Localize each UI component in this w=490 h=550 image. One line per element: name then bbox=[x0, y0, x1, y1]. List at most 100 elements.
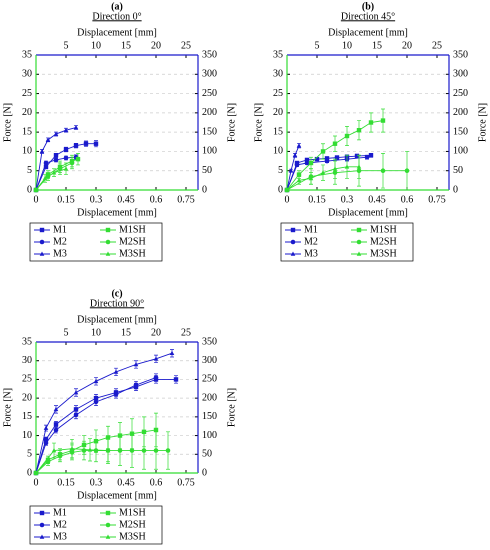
marker bbox=[296, 172, 302, 177]
y-tick-label: 10 bbox=[273, 146, 283, 157]
marker bbox=[288, 168, 294, 173]
marker bbox=[308, 175, 314, 181]
y-tick-label: 5 bbox=[27, 165, 32, 176]
marker bbox=[63, 155, 69, 161]
legend-label: M3SH bbox=[370, 248, 397, 259]
marker bbox=[73, 390, 79, 395]
legend-box bbox=[29, 505, 163, 545]
x-tick-label: 0.75 bbox=[177, 477, 195, 488]
x-tick-label: 0.45 bbox=[368, 194, 386, 205]
marker bbox=[105, 522, 111, 528]
marker bbox=[53, 427, 59, 433]
y2-tick-label: 0 bbox=[202, 184, 207, 195]
legend-label: M2 bbox=[304, 236, 318, 247]
x-axis-label: Displacement [mm] bbox=[77, 490, 157, 501]
marker bbox=[69, 160, 75, 166]
y-tick-label: 35 bbox=[22, 336, 32, 347]
y2-tick-label: 100 bbox=[202, 430, 217, 441]
series-line bbox=[35, 127, 77, 191]
x2-axis-label: Displacement [mm] bbox=[77, 314, 157, 325]
marker bbox=[53, 153, 59, 158]
marker bbox=[344, 164, 350, 169]
legend-label: M1 bbox=[304, 224, 318, 235]
y-axis-label: Force [N] bbox=[2, 388, 13, 427]
x2-tick-label: 5 bbox=[64, 327, 69, 338]
marker bbox=[105, 227, 111, 233]
legend-label: M3 bbox=[304, 248, 318, 259]
marker bbox=[53, 157, 59, 163]
legend-label: M3 bbox=[53, 531, 67, 542]
y2-tick-label: 350 bbox=[202, 336, 217, 347]
marker bbox=[290, 239, 296, 245]
y-tick-label: 35 bbox=[273, 49, 283, 60]
marker bbox=[304, 160, 310, 166]
legend-label: M1SH bbox=[119, 507, 146, 518]
legend-box bbox=[29, 222, 163, 262]
marker bbox=[83, 141, 89, 146]
y2-tick-label: 300 bbox=[202, 355, 217, 366]
marker bbox=[153, 448, 159, 453]
marker bbox=[324, 156, 330, 161]
y-tick-label: 0 bbox=[278, 184, 283, 195]
y2-axis-label: Force [N] bbox=[226, 103, 237, 142]
x2-tick-label: 5 bbox=[64, 40, 69, 51]
y-tick-label: 15 bbox=[22, 411, 32, 422]
marker bbox=[354, 153, 360, 159]
y2-tick-label: 350 bbox=[453, 49, 468, 60]
y2-tick-label: 300 bbox=[202, 69, 217, 80]
x2-axis-label: Displacement [mm] bbox=[328, 27, 408, 38]
y2-tick-label: 50 bbox=[453, 165, 463, 176]
y2-tick-label: 300 bbox=[453, 69, 468, 80]
marker bbox=[51, 170, 57, 175]
marker bbox=[153, 356, 159, 361]
marker bbox=[304, 157, 310, 163]
x2-tick-label: 25 bbox=[181, 40, 191, 51]
marker bbox=[117, 448, 123, 453]
marker bbox=[75, 156, 81, 162]
y2-tick-label: 100 bbox=[453, 146, 468, 157]
marker bbox=[73, 412, 79, 418]
y-tick-label: 25 bbox=[22, 374, 32, 385]
marker bbox=[332, 166, 338, 171]
marker bbox=[320, 170, 326, 175]
y-tick-label: 10 bbox=[22, 146, 32, 157]
y2-tick-label: 200 bbox=[202, 392, 217, 403]
marker bbox=[113, 392, 119, 397]
y-tick-label: 25 bbox=[273, 88, 283, 99]
marker bbox=[105, 510, 111, 516]
chart-subtitle: Direction 45° bbox=[341, 11, 395, 22]
x2-tick-label: 15 bbox=[121, 327, 131, 338]
y-tick-label: 20 bbox=[22, 107, 32, 118]
marker bbox=[105, 251, 111, 256]
marker bbox=[356, 164, 362, 169]
legend-label: M1SH bbox=[370, 224, 397, 235]
chart: (a)Direction 0° Displacement [mm] Displace… bbox=[2, 1, 237, 262]
chart-subtitle: Direction 90° bbox=[90, 298, 144, 309]
marker bbox=[93, 378, 99, 384]
marker bbox=[51, 448, 57, 453]
marker bbox=[69, 446, 75, 451]
marker bbox=[93, 141, 99, 146]
marker bbox=[368, 153, 374, 158]
legend-label: M1 bbox=[53, 224, 67, 235]
legend-label: M3SH bbox=[119, 531, 146, 542]
x-tick-label: 0.6 bbox=[150, 477, 163, 488]
x-tick-label: 0.75 bbox=[177, 194, 195, 205]
marker bbox=[33, 187, 39, 192]
marker bbox=[380, 118, 386, 123]
marker bbox=[93, 448, 99, 453]
y-tick-label: 30 bbox=[22, 69, 32, 80]
y2-tick-label: 200 bbox=[202, 107, 217, 118]
legend-label: M2SH bbox=[119, 236, 146, 247]
marker bbox=[308, 160, 314, 166]
series-line bbox=[286, 156, 368, 191]
marker bbox=[53, 406, 59, 412]
marker bbox=[87, 447, 93, 452]
x-tick-label: 0.75 bbox=[428, 194, 446, 205]
marker bbox=[73, 125, 79, 130]
y-tick-label: 10 bbox=[22, 430, 32, 441]
marker bbox=[53, 422, 59, 427]
marker bbox=[113, 369, 119, 374]
x-tick-label: 0.45 bbox=[117, 194, 135, 205]
